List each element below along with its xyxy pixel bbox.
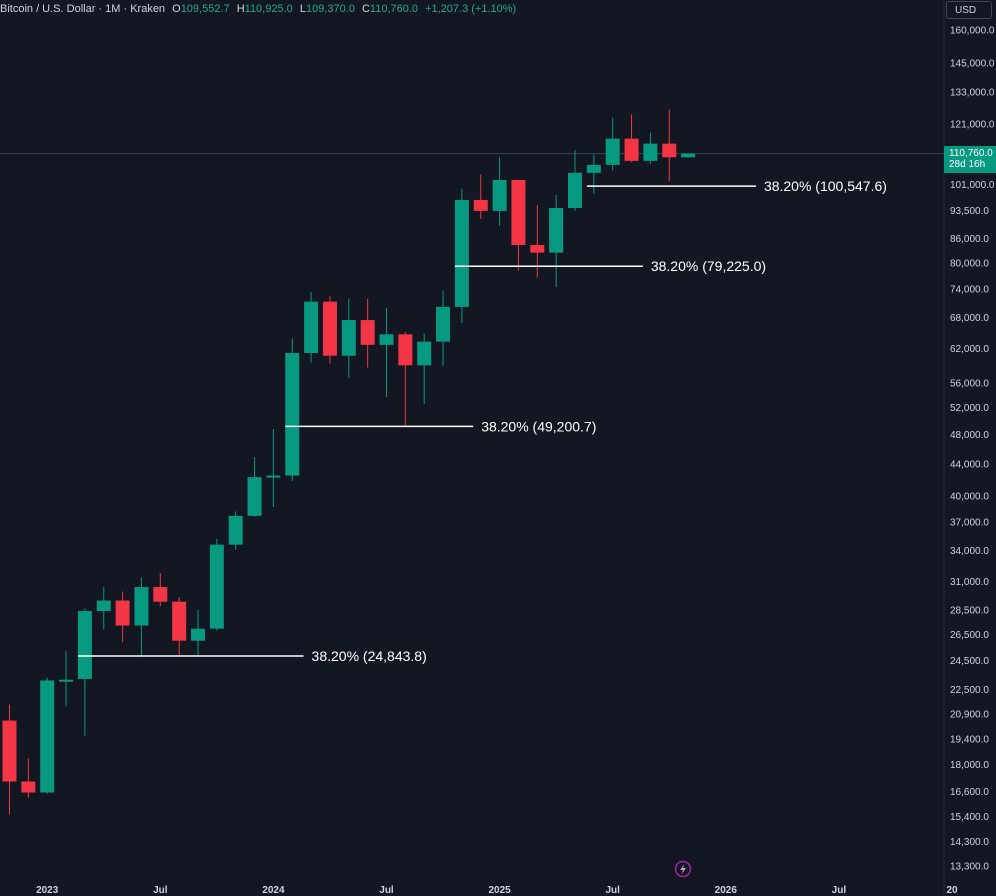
candle-body [549, 208, 564, 253]
candle-body [454, 199, 469, 307]
last-price-value: 110,760.0 [949, 148, 993, 159]
y-tick-label: 34,000.0 [950, 546, 989, 557]
candle-body [59, 679, 74, 682]
candle-body [285, 352, 300, 476]
candle-body [96, 600, 111, 612]
candle-body [21, 781, 36, 793]
high-value: 110,925.0 [244, 3, 293, 15]
candle-body [115, 600, 130, 626]
candle-body [586, 164, 601, 173]
candle-body [266, 475, 281, 478]
y-tick-label: 40,000.0 [950, 491, 989, 502]
open-value: 109,552.7 [180, 3, 230, 15]
y-tick-label: 44,000.0 [950, 459, 989, 470]
candle-body [191, 628, 205, 641]
candle-body [436, 306, 451, 342]
lightning-icon[interactable] [674, 860, 692, 878]
y-tick-label: 62,000.0 [950, 344, 989, 355]
y-tick-label: 20,900.0 [950, 710, 989, 721]
y-tick-label: 37,000.0 [950, 518, 989, 529]
x-tick-label: 2025 [488, 885, 511, 896]
y-tick-label: 86,000.0 [950, 234, 989, 245]
candle-body [153, 587, 168, 602]
y-tick-label: 145,000.0 [950, 59, 995, 70]
y-tick-label: 48,000.0 [950, 430, 989, 441]
x-tick-label: Jul [153, 885, 168, 896]
change-value: +1,207.3 (+1.10%) [425, 3, 517, 15]
candle-body [662, 143, 677, 158]
candle-body [398, 334, 413, 366]
y-tick-label: 160,000.0 [950, 26, 995, 37]
y-tick-label: 52,000.0 [950, 403, 989, 414]
candle-body [624, 138, 639, 161]
y-tick-label: 93,500.0 [950, 206, 989, 217]
y-tick-label: 13,300.0 [950, 862, 989, 873]
low-value: 109,370.0 [305, 3, 355, 15]
x-tick-label: Jul [379, 885, 394, 896]
y-tick-label: 26,500.0 [950, 630, 989, 641]
candle-body [134, 587, 149, 626]
y-tick-label: 19,400.0 [950, 735, 989, 746]
y-tick-label: 121,000.0 [950, 119, 995, 130]
candle-body [40, 680, 55, 793]
symbol-legend: Bitcoin / U.S. Dollar · 1M · Kraken O109… [0, 3, 517, 15]
y-tick-label: 133,000.0 [950, 88, 995, 99]
candle-body [417, 341, 432, 366]
candle-body [681, 153, 696, 158]
x-tick-label: Jul [605, 885, 620, 896]
candle-body [379, 334, 394, 345]
y-tick-label: 31,000.0 [950, 577, 989, 588]
candle-body [360, 320, 375, 345]
candle-body [492, 179, 507, 211]
y-tick-label: 24,500.0 [950, 656, 989, 667]
candle-body [77, 611, 92, 680]
candle-body [304, 301, 319, 353]
candle-body [568, 172, 582, 209]
y-tick-label: 74,000.0 [950, 285, 989, 296]
fib-level-label: 38.20% (49,200.7) [481, 418, 596, 434]
fib-level-label: 38.20% (24,843.8) [312, 648, 427, 664]
symbol-title[interactable]: Bitcoin / U.S. Dollar · 1M · Kraken [0, 3, 166, 15]
fib-level-label: 38.20% (79,225.0) [651, 258, 766, 274]
y-tick-label: 18,000.0 [950, 760, 989, 771]
y-tick-label: 80,000.0 [950, 258, 989, 269]
x-tick-label: 2024 [262, 885, 285, 896]
y-tick-label: 101,000.0 [950, 180, 995, 191]
x-tick-label: 20 [946, 885, 958, 896]
candle-body [530, 244, 545, 253]
candle-body [511, 179, 526, 245]
y-tick-label: 68,000.0 [950, 313, 989, 324]
y-tick-label: 14,300.0 [950, 837, 989, 848]
y-tick-label: 28,500.0 [950, 605, 989, 616]
x-tick-label: 2026 [715, 885, 738, 896]
candle-body [209, 544, 224, 629]
candle-body [341, 320, 356, 356]
x-tick-label: Jul [832, 885, 847, 896]
y-tick-label: 15,400.0 [950, 812, 989, 823]
last-price-label: 110,760.0 28d 16h [944, 146, 996, 173]
y-tick-label: 22,500.0 [950, 685, 989, 696]
bar-countdown: 28d 16h [949, 159, 986, 170]
y-tick-label: 56,000.0 [950, 378, 989, 389]
candle-body [228, 515, 243, 545]
candle-body [172, 601, 187, 641]
candle-body [643, 143, 658, 161]
candle-body [473, 199, 488, 211]
candle-body [2, 720, 17, 782]
y-tick-label: 16,600.0 [950, 787, 989, 798]
fib-level-label: 38.20% (100,547.6) [764, 178, 887, 194]
x-tick-label: 2023 [36, 885, 59, 896]
candle-body [605, 138, 620, 165]
currency-button[interactable]: USD [946, 1, 992, 19]
candle-body [247, 477, 262, 516]
candle-body [322, 301, 337, 356]
close-value: 110,760.0 [369, 3, 419, 15]
